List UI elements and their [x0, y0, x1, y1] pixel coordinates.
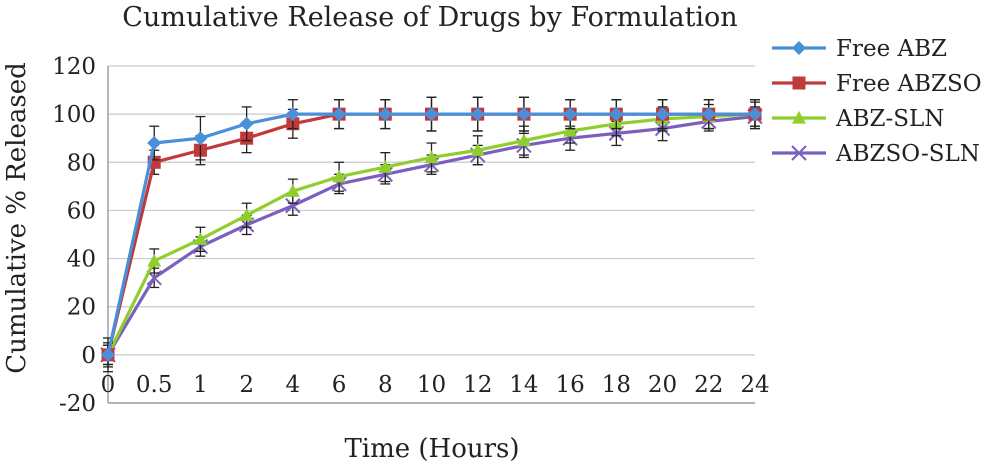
data-point-stroke: [791, 145, 807, 161]
data-point: [609, 107, 624, 122]
x-tick-label: 16: [556, 372, 585, 398]
x-tick-label: 10: [417, 372, 446, 398]
y-axis-title: Cumulative % Released: [2, 62, 32, 373]
data-point: [193, 131, 208, 146]
x-tick-label: 0.5: [136, 372, 173, 398]
data-point: [285, 197, 301, 214]
x-tick-label: 1: [193, 372, 208, 398]
data-point: [101, 347, 115, 362]
data-point: [147, 136, 162, 151]
y-tick-label: 60: [67, 198, 96, 224]
legend-label: ABZSO-SLN: [835, 141, 980, 167]
legend-item: Free ABZSO: [772, 71, 982, 97]
data-point-stroke: [285, 197, 301, 214]
data-point: [424, 150, 439, 164]
x-tick-label: 14: [509, 372, 538, 398]
y-tick-label: 100: [52, 102, 96, 128]
data-point: [516, 107, 531, 122]
x-tick-label: 24: [740, 372, 769, 398]
legend-item: ABZSO-SLN: [772, 141, 980, 167]
data-point: [792, 76, 806, 90]
data-point: [239, 116, 254, 131]
data-point: [655, 107, 670, 122]
data-point: [792, 111, 806, 124]
data-point: [332, 169, 347, 183]
x-tick-label: 22: [694, 372, 723, 398]
data-point: [563, 107, 578, 122]
x-tick-label: 0: [101, 372, 116, 398]
series-layer: [100, 96, 763, 373]
x-tick-label: 2: [239, 372, 254, 398]
x-tick-label: 20: [648, 372, 677, 398]
data-point: [563, 123, 578, 137]
data-point: [147, 253, 162, 267]
y-tick-label: 40: [67, 247, 96, 273]
legend-item: Free ABZ: [772, 36, 947, 62]
legend-label: Free ABZSO: [836, 71, 982, 97]
x-tick-label: 12: [463, 372, 492, 398]
y-tick-label: 0: [81, 343, 96, 369]
x-tick-label: 6: [332, 372, 347, 398]
data-point: [332, 107, 347, 122]
x-tick-labels: 0 0.5 1 2 4 6 8 10 12 14 16 18 20 22 24: [101, 372, 770, 398]
legend-label: Free ABZ: [836, 36, 947, 62]
x-tick-label: 4: [286, 372, 301, 398]
data-point: [285, 184, 300, 197]
data-point: [378, 160, 393, 173]
legend-item: ABZ-SLN: [772, 106, 944, 132]
chart-title: Cumulative Release of Drugs by Formulati…: [122, 2, 737, 33]
data-point: [748, 107, 762, 122]
legend-label: ABZ-SLN: [835, 106, 944, 132]
data-point: [791, 145, 807, 161]
data-point: [470, 107, 485, 122]
data-point: [239, 208, 254, 221]
data-point: [701, 107, 716, 122]
y-tick-label: 120: [52, 54, 96, 80]
x-tick-label: 8: [378, 372, 393, 398]
series-free-abz: [101, 96, 762, 368]
y-tick-label: -20: [59, 391, 96, 417]
data-point: [470, 143, 485, 156]
data-point: [193, 232, 208, 245]
data-point: [378, 107, 393, 122]
x-tick-label: 18: [602, 372, 631, 398]
data-point: [516, 133, 531, 147]
legend: Free ABZ Free ABZSO ABZ-SLN ABZSO-SLN: [772, 36, 982, 167]
data-point: [285, 107, 300, 122]
x-axis-title: Time (Hours): [344, 434, 519, 464]
data-point: [792, 41, 806, 55]
y-tick-labels: -20 0 20 40 60 80 100 120: [52, 54, 96, 417]
y-tick-label: 80: [67, 150, 96, 176]
data-point: [424, 107, 439, 122]
y-tick-label: 20: [67, 295, 96, 321]
